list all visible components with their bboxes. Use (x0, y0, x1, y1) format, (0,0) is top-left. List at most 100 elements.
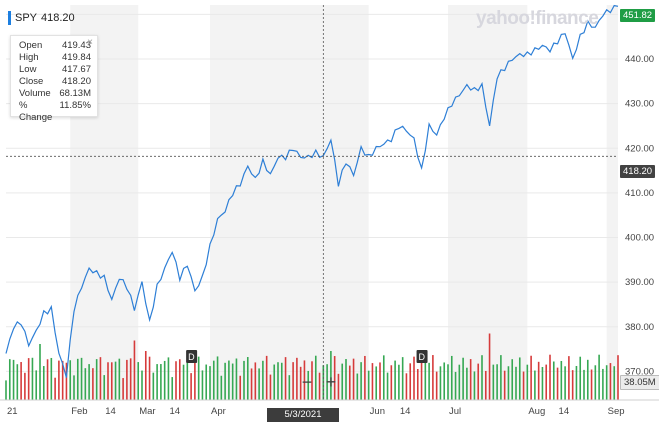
y-tick-label: 390.00 (625, 277, 654, 288)
volume-bar (458, 364, 461, 400)
volume-bar (466, 367, 468, 400)
volume-bar (360, 362, 362, 400)
volume-bar (118, 358, 121, 400)
volume-bar (209, 366, 211, 400)
volume-bar (364, 355, 366, 400)
volume-bar (560, 360, 563, 400)
volume-bar (613, 366, 616, 400)
dividend-marker: D (186, 350, 198, 363)
volume-bar (58, 360, 60, 400)
volume-bar (398, 364, 400, 400)
volume-bar (27, 358, 30, 400)
volume-bar (552, 361, 555, 400)
volume-bar (503, 370, 506, 400)
volume-bar (65, 362, 68, 400)
volume-bar (428, 362, 430, 400)
volume-bar (8, 359, 11, 400)
volume-bar (175, 361, 177, 400)
ohlc-value: 419.84 (61, 52, 91, 63)
volume-bar (367, 370, 370, 400)
volume-bar (435, 371, 438, 400)
volume-bar (99, 357, 102, 400)
ticker-badge: SPY 418.20 (8, 10, 75, 26)
volume-bar (167, 357, 170, 400)
volume-bar (122, 378, 124, 400)
volume-bar (80, 357, 83, 400)
volume-bar (382, 355, 385, 400)
x-tick-label: 14 (559, 406, 570, 417)
volume-bar (439, 366, 442, 400)
volume-bar (288, 375, 291, 400)
volume-bar (481, 355, 483, 400)
volume-bar (405, 373, 408, 400)
x-tick-label: 14 (169, 406, 180, 417)
volume-bar (133, 340, 136, 400)
volume-bar (484, 370, 487, 400)
volume-bar (269, 374, 272, 400)
volume-bar (337, 373, 340, 400)
volume-bar (54, 377, 56, 400)
volume-bar (61, 360, 64, 400)
volume-bar (488, 333, 491, 400)
volume-bar (144, 351, 147, 400)
volume-bar (424, 351, 427, 400)
volume-bar (515, 366, 517, 400)
x-tick-label: 21 (7, 406, 18, 417)
volume-bar (254, 362, 257, 400)
volume-bar (262, 360, 264, 400)
volume-bar (92, 368, 94, 400)
volume-bar (35, 370, 38, 400)
volume-bar (590, 369, 593, 400)
volume-bar (190, 373, 192, 400)
volume-bar (205, 364, 208, 400)
close-icon[interactable]: × (87, 37, 93, 48)
x-tick-label: Aug (528, 406, 545, 417)
volume-bar (594, 365, 597, 400)
volume-bar (511, 359, 514, 400)
volume-bar (216, 356, 219, 400)
x-tick-label: Feb (71, 406, 87, 417)
ohlc-value: 419.43 (61, 40, 91, 51)
ohlc-value: 418.20 (61, 76, 91, 87)
dividend-marker: D (416, 350, 428, 363)
volume-bar (568, 356, 570, 400)
volume-bar (284, 357, 287, 400)
y-tick-label: 440.00 (625, 54, 654, 65)
volume-bar (537, 361, 540, 400)
volume-bar (522, 371, 525, 400)
volume-bar (571, 370, 574, 400)
x-tick-label: Jun (370, 406, 385, 417)
volume-bar (228, 360, 230, 400)
ohlc-value: 417.67 (61, 64, 91, 75)
volume-bar (243, 360, 245, 400)
month-band (210, 5, 369, 400)
volume-bar (69, 360, 72, 400)
volume-bar (152, 372, 155, 400)
zoom-in-button[interactable]: + (325, 372, 337, 392)
ohlc-row-high: High 419.84 (19, 52, 91, 64)
volume-bar (394, 360, 396, 400)
volume-bar (39, 344, 41, 400)
volume-bar (318, 372, 321, 400)
volume-bar (16, 364, 19, 400)
volume-bar (598, 354, 600, 400)
ticker-price: 418.20 (41, 12, 75, 24)
volume-bar (156, 364, 158, 400)
ohlc-row-open: Open 419.43 (19, 40, 91, 52)
y-tick-label: 430.00 (625, 99, 654, 110)
volume-bar (220, 375, 223, 400)
zoom-out-button[interactable]: − (301, 372, 313, 392)
volume-bar (163, 360, 166, 400)
volume-bar (541, 367, 544, 400)
volume-bar (386, 372, 389, 400)
volume-bar (12, 359, 15, 400)
volume-bar (201, 370, 204, 400)
ohlc-label: Low (19, 64, 37, 75)
volume-bar (194, 359, 196, 400)
volume-bar (24, 372, 26, 400)
volume-bar (303, 360, 306, 400)
volume-bar (224, 362, 226, 400)
volume-bar (326, 364, 328, 400)
dividend-marker-label: D (419, 352, 426, 362)
